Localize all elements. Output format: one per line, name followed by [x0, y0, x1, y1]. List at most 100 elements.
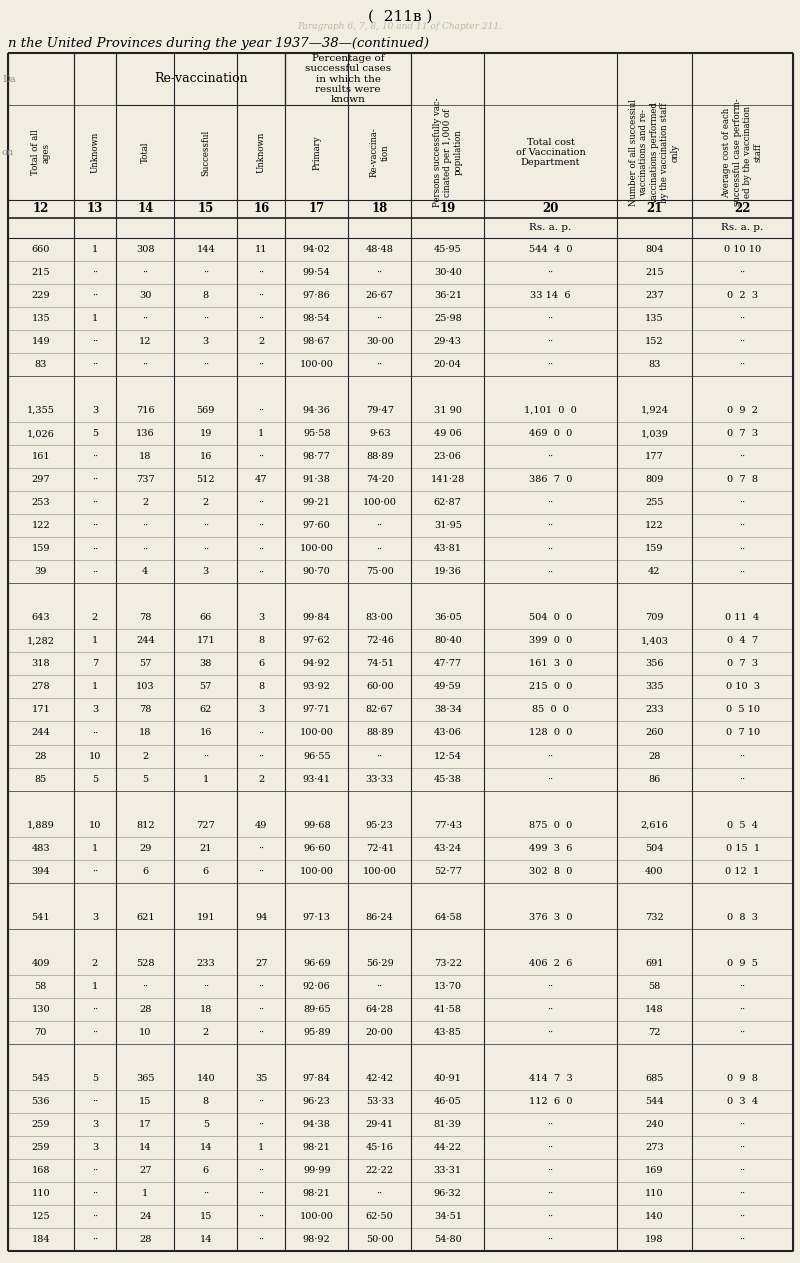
- Text: 23·06: 23·06: [434, 452, 462, 461]
- Text: 2: 2: [258, 337, 264, 346]
- Text: ··: ··: [377, 1188, 383, 1197]
- Text: 42·42: 42·42: [366, 1074, 394, 1082]
- Text: 1,026: 1,026: [27, 429, 54, 438]
- Text: 72·46: 72·46: [366, 637, 394, 645]
- Text: 39: 39: [34, 567, 47, 576]
- Text: 13·70: 13·70: [434, 981, 462, 990]
- Text: 96·55: 96·55: [303, 751, 330, 760]
- Text: 643: 643: [31, 614, 50, 623]
- Text: 215: 215: [31, 268, 50, 277]
- Text: 74·20: 74·20: [366, 475, 394, 484]
- Text: 98·21: 98·21: [302, 1143, 330, 1152]
- Text: 100·00: 100·00: [300, 729, 334, 738]
- Text: 171: 171: [31, 706, 50, 715]
- Text: ··: ··: [739, 452, 746, 461]
- Text: 0 10  3: 0 10 3: [726, 682, 760, 691]
- Text: Average cost of each
successful case perform-
ed by the vaccination
staff: Average cost of each successful case per…: [722, 99, 762, 206]
- Text: Rs. a. p.: Rs. a. p.: [530, 224, 571, 232]
- Text: 0 12  1: 0 12 1: [726, 866, 760, 875]
- Text: 244: 244: [136, 637, 154, 645]
- Text: 809: 809: [646, 475, 663, 484]
- Text: ··: ··: [202, 751, 209, 760]
- Text: Successful: Successful: [202, 129, 210, 176]
- Text: 5: 5: [92, 429, 98, 438]
- Text: 22·22: 22·22: [366, 1166, 394, 1175]
- Text: ··: ··: [258, 499, 264, 508]
- Text: 273: 273: [645, 1143, 664, 1152]
- Text: 3: 3: [92, 1120, 98, 1129]
- Text: 2: 2: [202, 499, 209, 508]
- Text: ··: ··: [739, 774, 746, 783]
- Text: ··: ··: [739, 1005, 746, 1014]
- Text: 569: 569: [197, 407, 215, 416]
- Text: 94·38: 94·38: [302, 1120, 330, 1129]
- Text: Re-vaccination: Re-vaccination: [154, 72, 247, 86]
- Text: 19: 19: [200, 429, 212, 438]
- Text: ··: ··: [258, 1028, 264, 1037]
- Text: 98·54: 98·54: [303, 314, 330, 323]
- Text: 191: 191: [197, 913, 215, 922]
- Text: 2: 2: [142, 499, 149, 508]
- Text: 414  7  3: 414 7 3: [529, 1074, 572, 1082]
- Text: 19·36: 19·36: [434, 567, 462, 576]
- Text: 0  7  3: 0 7 3: [727, 659, 758, 668]
- Text: 93·92: 93·92: [302, 682, 330, 691]
- Text: ··: ··: [547, 1166, 554, 1175]
- Text: 27: 27: [255, 959, 267, 967]
- Text: 0  9  5: 0 9 5: [727, 959, 758, 967]
- Text: 0  9  2: 0 9 2: [727, 407, 758, 416]
- Text: 94·92: 94·92: [302, 659, 330, 668]
- Text: 0  7 10: 0 7 10: [726, 729, 760, 738]
- Text: 17: 17: [309, 202, 325, 216]
- Text: 28: 28: [34, 751, 47, 760]
- Text: 141·28: 141·28: [430, 475, 465, 484]
- Text: ··: ··: [92, 499, 98, 508]
- Text: 3: 3: [92, 407, 98, 416]
- Text: 528: 528: [136, 959, 154, 967]
- Text: 2,616: 2,616: [641, 821, 668, 830]
- Text: 504: 504: [645, 844, 664, 853]
- Text: ··: ··: [92, 522, 98, 530]
- Text: ··: ··: [92, 544, 98, 553]
- Text: ··: ··: [547, 499, 554, 508]
- Text: 6: 6: [202, 1166, 209, 1175]
- Text: ··: ··: [739, 1143, 746, 1152]
- Text: 98·67: 98·67: [303, 337, 330, 346]
- Text: 10: 10: [89, 821, 101, 830]
- Text: 544  4  0: 544 4 0: [529, 245, 572, 254]
- Text: 122: 122: [645, 522, 664, 530]
- Text: 24: 24: [139, 1212, 151, 1221]
- Text: ··: ··: [258, 407, 264, 416]
- Text: 110: 110: [31, 1188, 50, 1197]
- Text: ··: ··: [92, 360, 98, 369]
- Text: ··: ··: [547, 1188, 554, 1197]
- Text: 97·62: 97·62: [302, 637, 330, 645]
- Text: ··: ··: [258, 1188, 264, 1197]
- Text: 1,282: 1,282: [26, 637, 54, 645]
- Text: 14: 14: [139, 1143, 151, 1152]
- Text: 85: 85: [34, 774, 47, 783]
- Text: 33·33: 33·33: [366, 774, 394, 783]
- Text: 97·13: 97·13: [302, 913, 330, 922]
- Text: ··: ··: [377, 981, 383, 990]
- Text: 3: 3: [92, 913, 98, 922]
- Text: 21: 21: [199, 844, 212, 853]
- Text: 110: 110: [645, 1188, 664, 1197]
- Text: 621: 621: [136, 913, 154, 922]
- Text: 5: 5: [142, 774, 149, 783]
- Text: 21: 21: [646, 202, 662, 216]
- Text: 99·21: 99·21: [302, 499, 330, 508]
- Text: 7: 7: [92, 659, 98, 668]
- Text: 253: 253: [31, 499, 50, 508]
- Text: 17: 17: [139, 1120, 151, 1129]
- Text: 1,039: 1,039: [641, 429, 668, 438]
- Text: 2: 2: [142, 751, 149, 760]
- Text: 8: 8: [258, 682, 264, 691]
- Text: 34·51: 34·51: [434, 1212, 462, 1221]
- Text: 83: 83: [34, 360, 47, 369]
- Text: 8: 8: [258, 637, 264, 645]
- Text: Total cost
of Vaccination
Department: Total cost of Vaccination Department: [515, 138, 586, 168]
- Text: 259: 259: [31, 1143, 50, 1152]
- Text: 399  0  0: 399 0 0: [529, 637, 572, 645]
- Text: ··: ··: [202, 1188, 209, 1197]
